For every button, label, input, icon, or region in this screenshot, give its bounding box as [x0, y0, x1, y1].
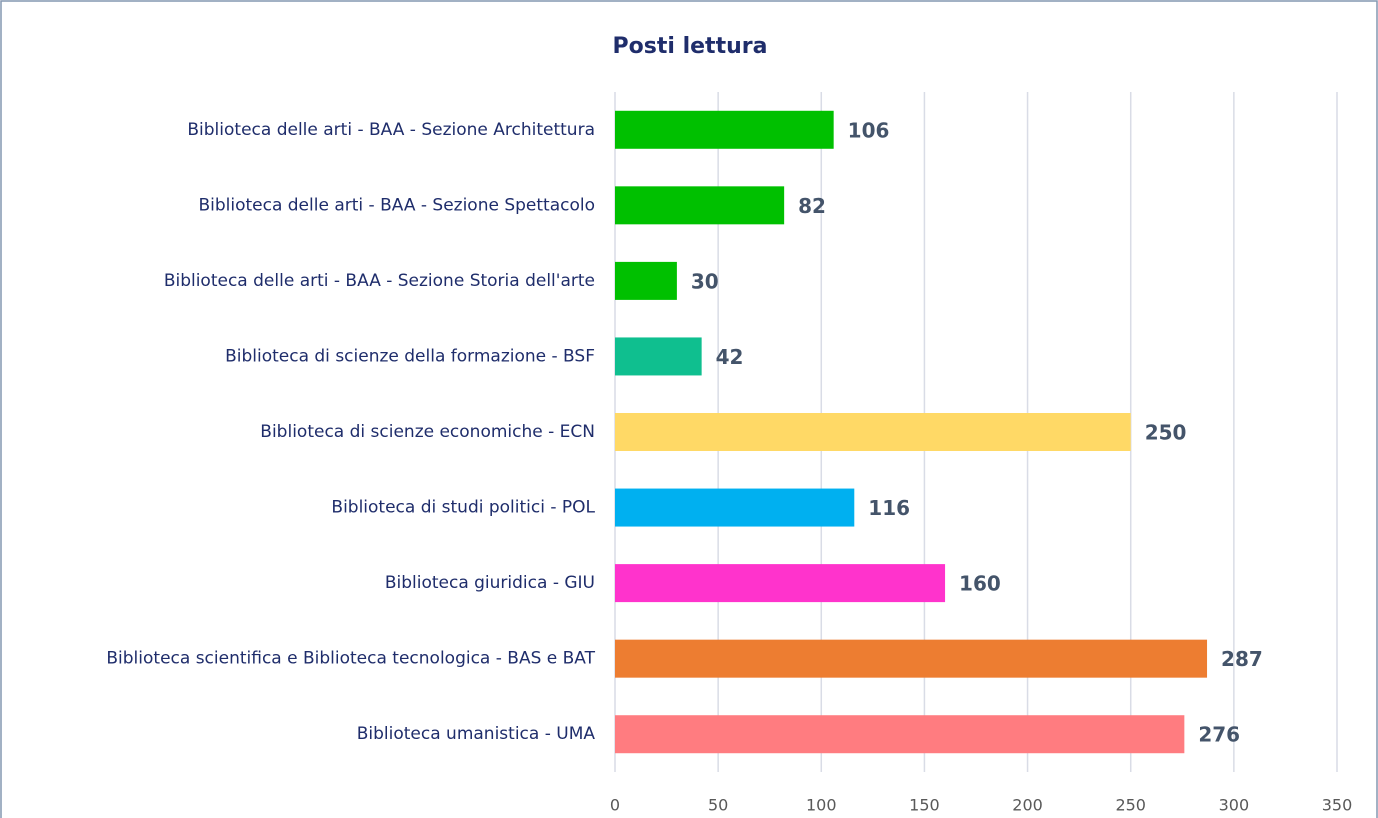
x-tick-label: 200	[1012, 796, 1043, 815]
bar	[615, 337, 702, 376]
x-tick-label: 250	[1115, 796, 1146, 815]
value-label: 42	[716, 345, 744, 369]
x-tick-label: 0	[610, 796, 620, 815]
category-label: Biblioteca delle arti - BAA - Sezione Ar…	[187, 120, 595, 140]
value-label: 160	[959, 572, 1001, 596]
category-label: Biblioteca giuridica - GIU	[385, 573, 595, 593]
value-label: 82	[798, 194, 826, 218]
bar	[615, 488, 855, 527]
category-label: Biblioteca delle arti - BAA - Sezione Sp…	[198, 195, 595, 215]
x-tick-label: 300	[1219, 796, 1250, 815]
chart-title: Posti lettura	[613, 34, 768, 59]
bar	[615, 110, 834, 149]
category-label: Biblioteca di studi politici - POL	[331, 498, 595, 518]
x-tick-label: 350	[1322, 796, 1353, 815]
bar	[615, 261, 677, 300]
category-label: Biblioteca scientifica e Biblioteca tecn…	[106, 649, 595, 669]
bar	[615, 564, 946, 603]
value-label: 276	[1198, 723, 1240, 747]
value-label: 106	[848, 118, 890, 142]
value-label: 30	[691, 269, 719, 293]
value-label: 287	[1221, 647, 1263, 671]
category-label: Biblioteca di scienze della formazione -…	[225, 346, 595, 366]
value-label: 250	[1145, 421, 1187, 445]
value-label: 116	[868, 496, 910, 520]
bar	[615, 186, 785, 225]
x-tick-label: 100	[806, 796, 837, 815]
category-label: Biblioteca di scienze economiche - ECN	[260, 422, 595, 442]
bar	[615, 413, 1131, 451]
bar	[615, 639, 1208, 678]
category-label: Biblioteca delle arti - BAA - Sezione St…	[164, 271, 595, 291]
x-tick-label: 150	[909, 796, 940, 815]
x-tick-label: 50	[708, 796, 728, 815]
bar	[615, 715, 1185, 754]
category-label: Biblioteca umanistica - UMA	[357, 724, 596, 744]
